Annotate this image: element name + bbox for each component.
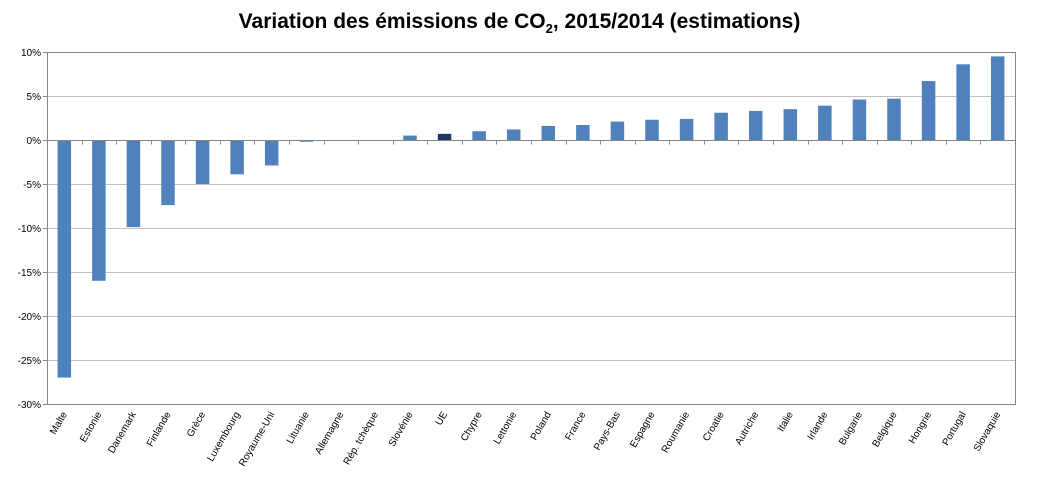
y-tick-label: 5% xyxy=(27,92,42,103)
bar-belgique xyxy=(887,98,901,140)
chart-title-subscript: 2 xyxy=(545,21,553,37)
bar-lettonie xyxy=(506,129,521,140)
bars xyxy=(57,56,1005,378)
y-tick-label: -20% xyxy=(18,312,41,323)
x-category-label: UE xyxy=(434,410,451,428)
y-tick-label: -5% xyxy=(23,180,41,191)
gridlines xyxy=(47,52,1015,405)
bar-finlande xyxy=(161,140,175,206)
x-category-label: Finlande xyxy=(145,410,174,449)
bar-royaume-uni xyxy=(264,140,279,166)
x-category-label: Lettonie xyxy=(492,410,520,447)
y-tick-label: -15% xyxy=(18,268,41,279)
y-tick-label: 10% xyxy=(21,48,41,59)
axes xyxy=(43,52,1016,405)
y-axis-tick-labels: 10% 5% 0% -5% -10% -15% -20% -25% -30% xyxy=(18,48,41,411)
bar-grèce xyxy=(195,140,210,184)
bar-estonie xyxy=(92,140,106,281)
x-category-label: Allemagne xyxy=(313,410,346,457)
bar-ue xyxy=(437,133,452,140)
x-category-label: Grèce xyxy=(185,410,208,439)
bar-autriche xyxy=(748,110,763,140)
x-category-label: Estonie xyxy=(78,410,104,445)
x-category-label: Chypre xyxy=(459,410,485,444)
chart-title: Variation des émissions de CO2, 2015/201… xyxy=(0,8,1039,36)
bar-pays-bas xyxy=(610,121,625,140)
y-tick-label: -30% xyxy=(18,400,41,411)
bar-luxembourg xyxy=(230,140,244,175)
bar-croatie xyxy=(714,112,728,140)
bar-irlande xyxy=(818,105,832,140)
y-tick-label: 0% xyxy=(27,136,42,147)
x-category-label: Portugal xyxy=(941,410,969,448)
x-category-label: Poland xyxy=(529,410,554,442)
x-category-label: Autriche xyxy=(733,410,761,448)
x-category-label: Royaume-Uni xyxy=(237,410,277,468)
x-category-label: Slovénie xyxy=(387,410,416,449)
x-axis-category-labels: Malte Estonie Danemark Finlande GrèceLuxembo… xyxy=(48,409,1003,468)
x-category-label: Bulgarie xyxy=(837,410,865,448)
x-category-label: Pays-Bas xyxy=(592,410,623,453)
bar-hongrie xyxy=(921,81,936,140)
x-category-label: Danemark xyxy=(106,409,139,455)
y-tick-label: -25% xyxy=(18,356,41,367)
x-category-label: Roumanie xyxy=(660,410,693,455)
x-category-label: Hongrie xyxy=(907,410,934,446)
x-category-label: Luxembourg xyxy=(205,410,242,464)
bar-portugal xyxy=(956,64,970,140)
bar-roumanie xyxy=(679,118,694,140)
y-tick-label: -10% xyxy=(18,224,41,235)
plot-frame xyxy=(47,52,1016,405)
x-category-label: France xyxy=(563,410,588,443)
x-category-label: Lituanie xyxy=(285,410,312,446)
x-category-label: Italie xyxy=(776,410,796,434)
x-category-label: Malte xyxy=(48,410,70,437)
bar-bulgarie xyxy=(852,99,867,140)
chart-title-prefix: Variation des émissions de CO xyxy=(238,10,546,33)
bar-chypre xyxy=(472,131,486,140)
x-category-label: Rép. tchèque xyxy=(342,410,381,467)
bar-france xyxy=(576,125,590,140)
x-category-label: Croatie xyxy=(701,410,727,444)
x-category-label: Belgique xyxy=(871,410,900,450)
x-category-label: Irlande xyxy=(806,410,831,442)
bar-poland xyxy=(541,125,556,140)
bar-slovénie xyxy=(403,135,417,140)
chart-title-suffix: , 2015/2014 (estimations) xyxy=(552,10,801,33)
x-category-label: Slovaquie xyxy=(972,410,1004,454)
bar-espagne xyxy=(645,119,659,140)
x-category-label: Espagne xyxy=(628,410,657,450)
bar-italie xyxy=(783,109,798,140)
bar-danemark xyxy=(126,140,141,228)
bar-malte xyxy=(57,140,72,378)
bar-slovaquie xyxy=(990,56,1005,140)
